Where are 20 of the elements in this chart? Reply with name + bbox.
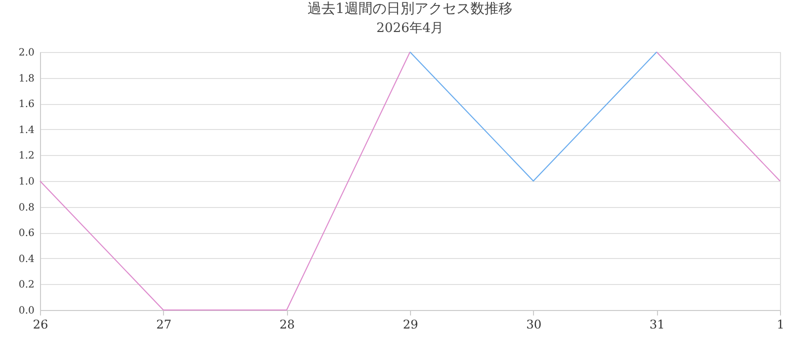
- y-tick-label: 1.8: [18, 73, 34, 84]
- x-tick-label: 29: [402, 318, 418, 332]
- y-tick-label: 1.6: [18, 99, 34, 110]
- y-tick-label: 0.6: [18, 228, 34, 240]
- y-tick-label: 1.4: [18, 124, 34, 136]
- chart-subtitle: 2026年4月: [376, 21, 444, 36]
- y-tick-label: 0.0: [18, 306, 34, 316]
- x-tick-label: 27: [156, 318, 172, 332]
- x-tick-label: 28: [280, 318, 295, 332]
- x-tick-label: 1: [776, 318, 784, 332]
- y-tick-label: 0.4: [18, 254, 34, 265]
- x-tick-label: 26: [32, 318, 48, 332]
- y-tick-label: 1.0: [18, 176, 34, 188]
- y-tick-label: 2.0: [18, 48, 34, 58]
- y-tick-label: 1.2: [18, 150, 34, 162]
- chart-title: 過去1週間の日別アクセス数推移: [308, 1, 512, 17]
- x-tick-label: 31: [650, 318, 665, 332]
- y-tick-label: 0.8: [18, 202, 34, 214]
- y-tick-label: 0.2: [18, 280, 34, 291]
- x-tick-label: 30: [526, 318, 542, 332]
